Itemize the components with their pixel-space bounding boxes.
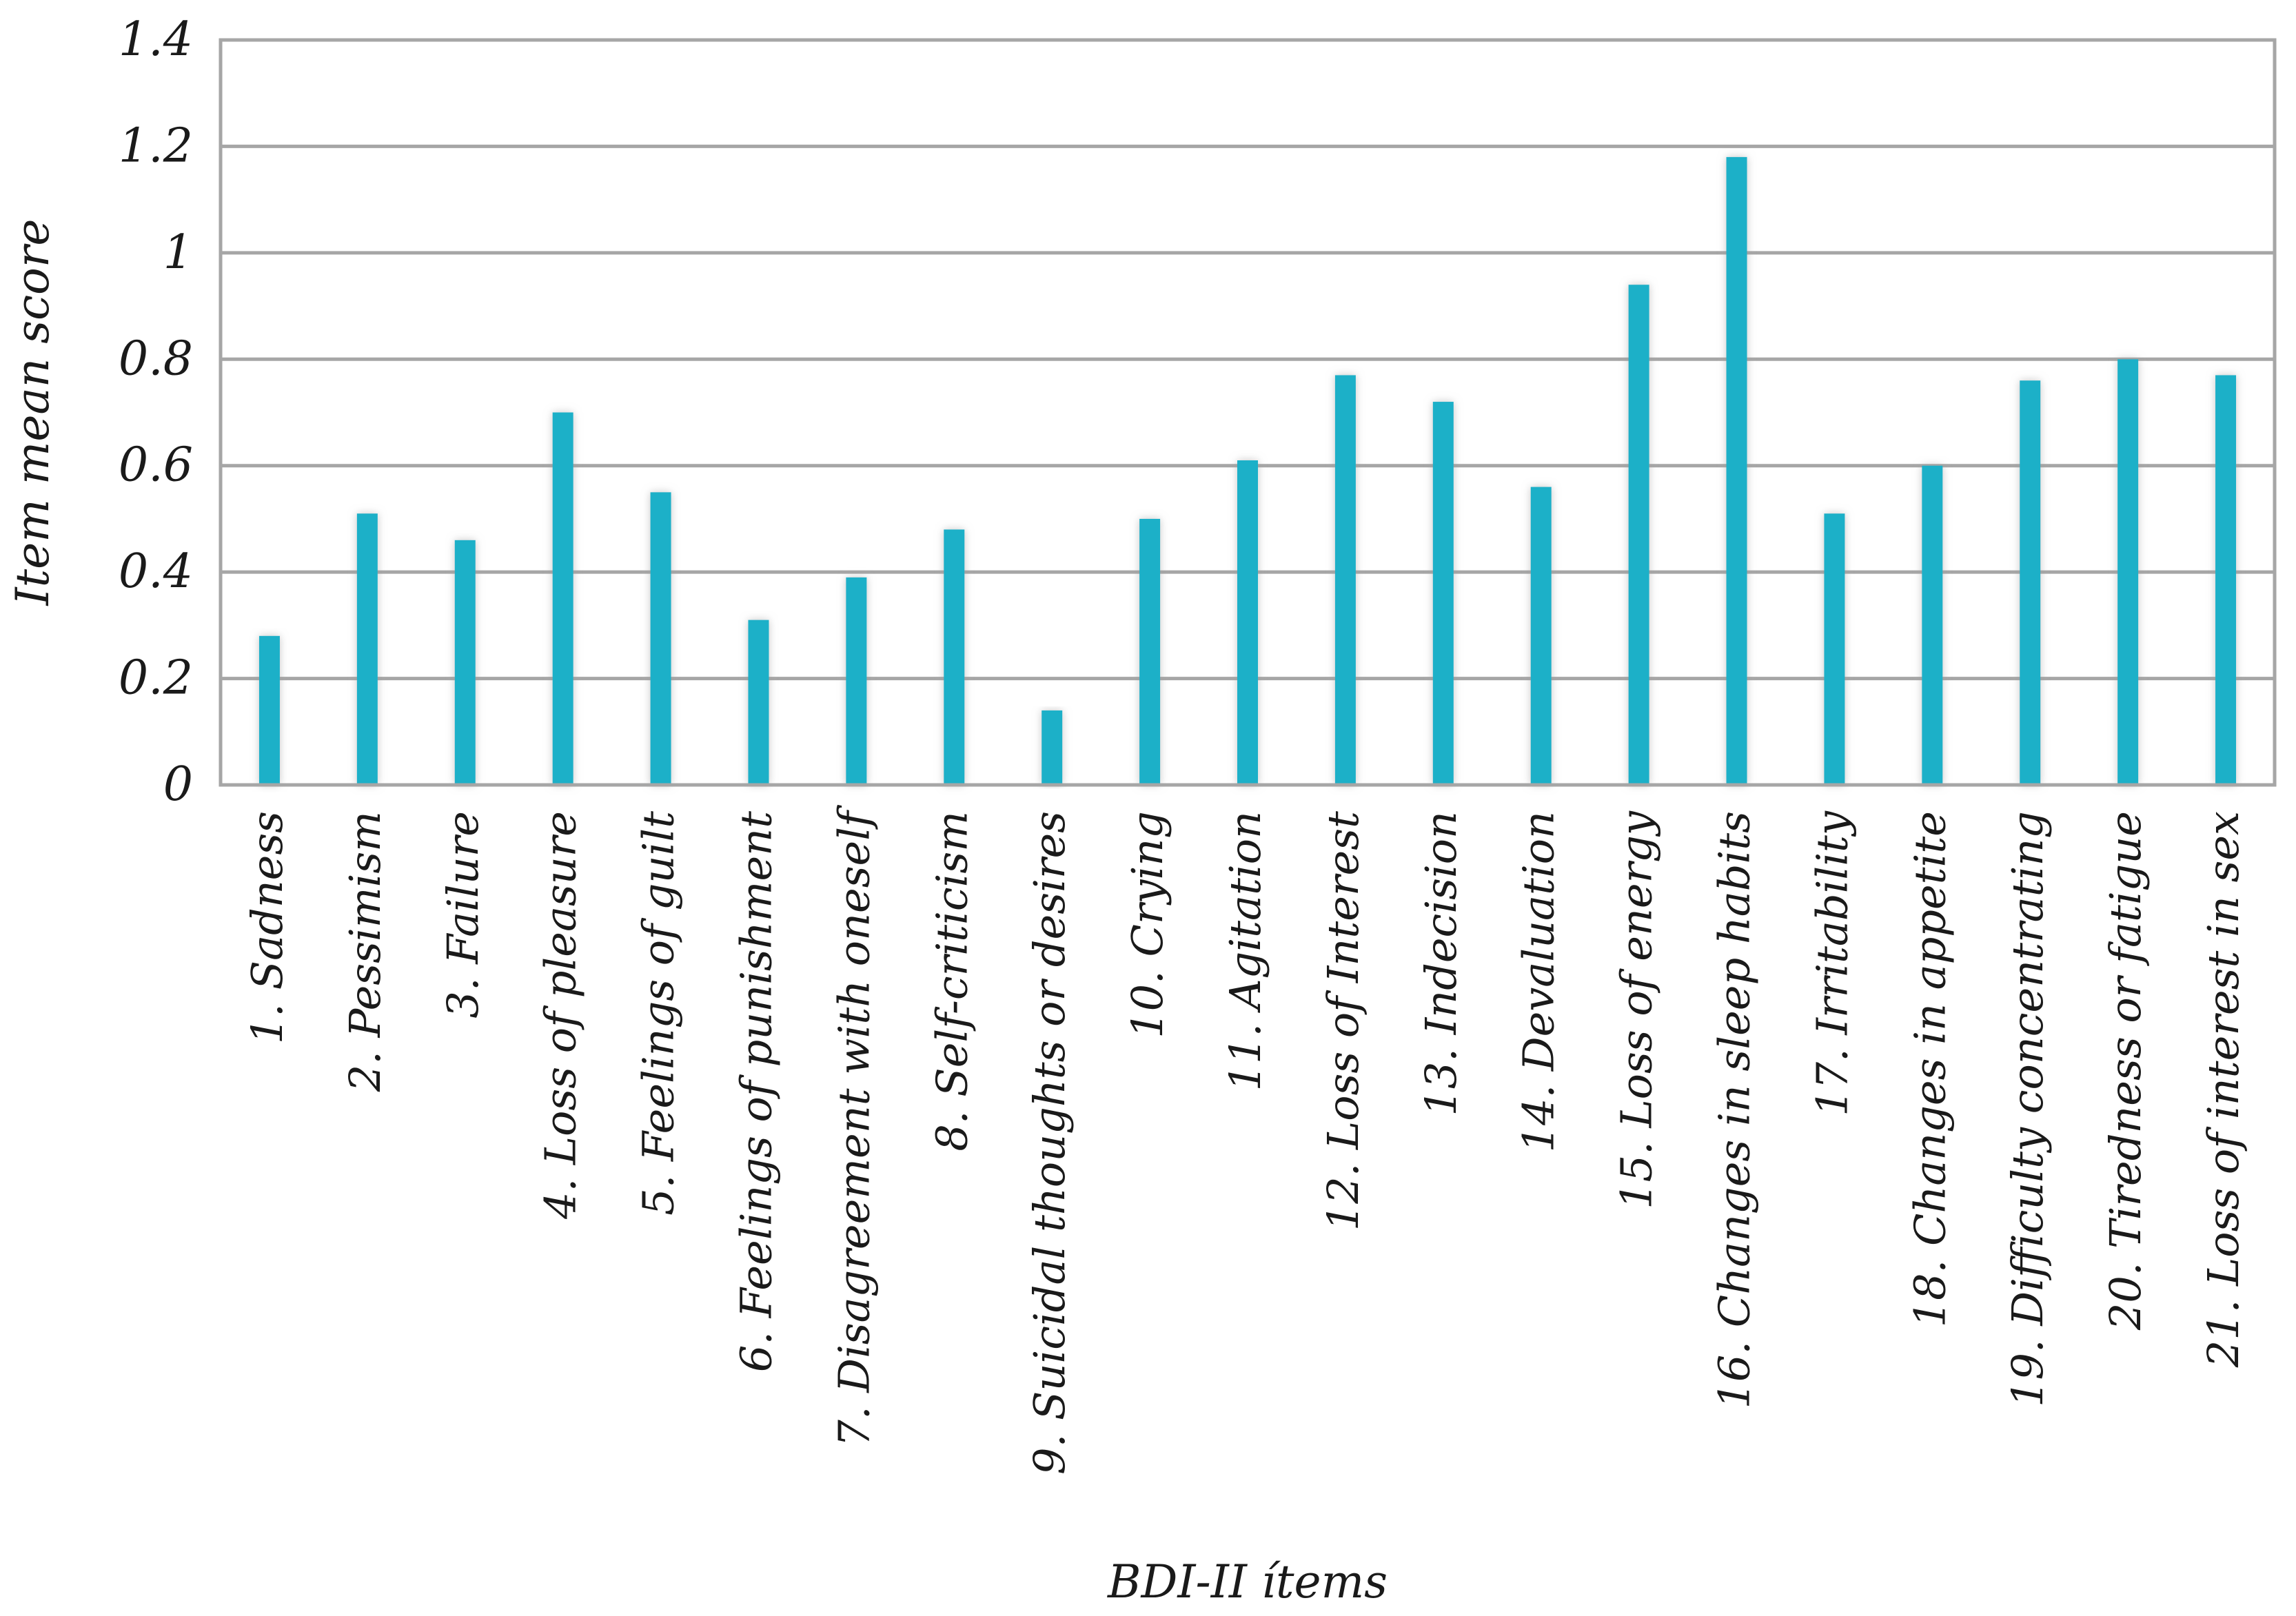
bar	[454, 540, 476, 785]
x-tick-label: 7. Disagreement with oneself	[829, 804, 879, 1447]
x-tick-label: 12. Loss of Interest	[1318, 811, 1368, 1231]
y-tick-label: 0.2	[119, 651, 193, 706]
bar	[1042, 710, 1063, 785]
x-tick-label: 13. Indecision	[1416, 811, 1466, 1116]
plot-area-border	[219, 38, 2277, 787]
x-tick-label: 5. Feelings of guilt	[633, 811, 684, 1216]
bar	[2117, 359, 2139, 785]
x-tick-label: 9. Suicidal thoughts or desires	[1024, 811, 1075, 1475]
x-tick-label: 2. Pessimism	[340, 811, 390, 1092]
plot-frame	[219, 38, 2277, 787]
x-tick-label: 18. Changes in appetite	[1904, 811, 1955, 1327]
x-tick-label: 3. Failure	[438, 811, 488, 1019]
y-tick-labels: 0 0.2 0.4 0.6 0.8 1 1.2 1.4	[119, 12, 193, 812]
x-axis-title: BDI-II ítems	[1107, 1555, 1388, 1608]
bar	[356, 513, 378, 785]
bar	[2020, 380, 2041, 785]
bar	[258, 635, 280, 785]
bars	[258, 156, 2237, 786]
x-tick-label: 15. Loss of energy	[1612, 810, 1662, 1209]
x-tick-labels: 1. Sadness 2. Pessimism 3. Failure 4. Loss …	[242, 804, 2248, 1475]
x-tick-label: 21. Loss of interest in sex	[2198, 811, 2248, 1368]
y-tick-label: 0	[163, 757, 193, 812]
x-tick-label: 20. Tiredness or fatigue	[2100, 811, 2151, 1331]
bar	[650, 492, 671, 785]
y-axis-title: Item mean score	[6, 219, 59, 606]
bar	[1237, 460, 1258, 785]
bar	[846, 577, 867, 785]
bar	[1824, 513, 1845, 785]
x-tick-label: 1. Sadness	[242, 811, 292, 1044]
bar	[1726, 156, 1747, 785]
bar	[1922, 465, 1943, 785]
x-tick-label: 14. Devaluation	[1514, 811, 1564, 1152]
x-tick-label: 6. Feelings of punishment	[731, 811, 781, 1372]
y-tick-label: 0.8	[119, 331, 193, 386]
x-tick-label: 17. Irritability	[1807, 810, 1857, 1116]
bar	[748, 620, 769, 785]
x-tick-label: 4. Loss of pleasure	[536, 811, 586, 1220]
bar	[1432, 402, 1454, 785]
bar	[1530, 487, 1552, 785]
bar	[1334, 375, 1356, 785]
bar	[1139, 518, 1161, 785]
y-tick-label: 0.6	[119, 438, 193, 493]
bar	[1628, 285, 1649, 786]
y-tick-label: 1	[163, 225, 193, 280]
x-tick-label: 19. Difficulty concentrating	[2002, 811, 2053, 1407]
bar	[2215, 375, 2237, 785]
x-tick-label: 16. Changes in sleep habits	[1709, 811, 1760, 1409]
y-tick-label: 1.2	[119, 119, 193, 173]
x-tick-label: 10. Crying	[1122, 811, 1172, 1039]
bar	[552, 412, 573, 785]
x-tick-label: 8. Self-criticism	[926, 811, 977, 1152]
bar	[944, 529, 965, 785]
x-tick-label: 11. Agitation	[1220, 811, 1270, 1091]
y-tick-label: 0.4	[119, 544, 193, 599]
y-tick-label: 1.4	[119, 12, 193, 67]
